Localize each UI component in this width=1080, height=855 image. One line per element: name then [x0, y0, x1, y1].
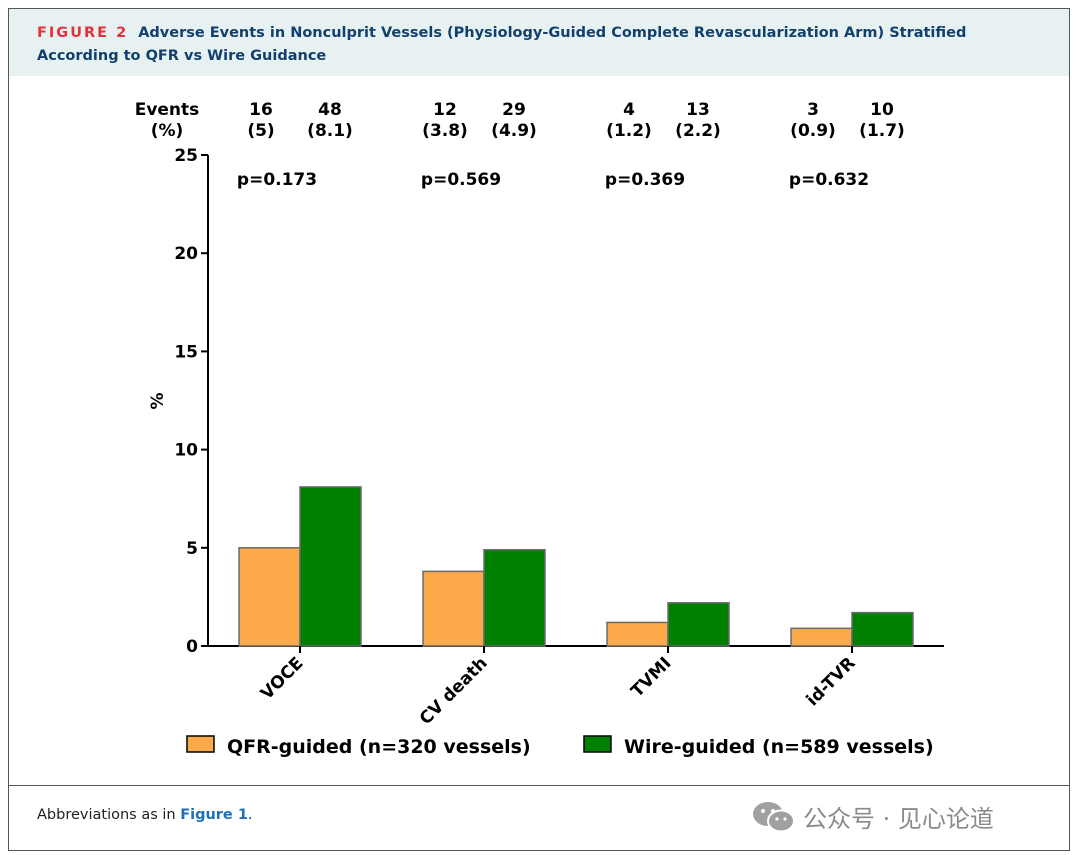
footnote-prefix: Abbreviations as in	[37, 807, 181, 823]
events-percent: (1.2)	[606, 121, 652, 141]
percent-header: (%)	[151, 121, 184, 141]
events-count: 10	[870, 100, 894, 120]
y-tick-label: 0	[186, 637, 198, 657]
events-count: 3	[807, 100, 819, 120]
p-value: p=0.569	[421, 170, 501, 190]
events-percent: (1.7)	[859, 121, 905, 141]
events-percent: (0.9)	[790, 121, 836, 141]
y-tick-label: 10	[174, 441, 198, 461]
bar-qfr	[606, 621, 669, 647]
bar-qfr	[790, 627, 853, 647]
events-count: 48	[318, 100, 342, 120]
x-tick-label: VOCE	[257, 653, 307, 703]
events-percent: (2.2)	[675, 121, 721, 141]
figure-footnote: Abbreviations as in Figure 1.	[37, 807, 253, 823]
y-axis-label: %	[148, 392, 168, 409]
watermark-text: 公众号 · 见心论道	[803, 805, 994, 833]
figure-frame: FIGURE 2 Adverse Events in Nonculprit Ves…	[8, 8, 1070, 851]
bar-chart: 0 5 10 15 20 25% VOCE 16(5) 48(8.1) p=0.173 CV dea…	[135, 100, 944, 758]
figure-title: FIGURE 2 Adverse Events in Nonculprit Ves…	[37, 22, 1047, 68]
p-value: p=0.369	[605, 170, 685, 190]
events-header: Events	[135, 100, 200, 120]
footnote-suffix: .	[247, 807, 253, 823]
events-percent: (4.9)	[491, 121, 537, 141]
events-count: 4	[623, 100, 635, 120]
p-value: p=0.632	[789, 170, 869, 190]
bar-wire	[667, 602, 730, 647]
y-tick-label: 20	[174, 244, 198, 264]
figure-1-link[interactable]: Figure 1	[180, 807, 248, 823]
events-percent: (5)	[247, 121, 274, 141]
legend-label-wire: Wire-guided (n=589 vessels)	[624, 736, 934, 758]
events-count: 13	[686, 100, 710, 120]
figure-title-text: Adverse Events in Nonculprit Vessels (Ph…	[37, 25, 967, 64]
x-tick-label: id-TVR	[803, 653, 860, 710]
y-tick-label: 25	[174, 146, 198, 166]
bar-wire	[299, 486, 362, 647]
events-count: 16	[249, 100, 273, 120]
events-percent: (3.8)	[422, 121, 468, 141]
events-percent: (8.1)	[307, 121, 353, 141]
legend-label-qfr: QFR-guided (n=320 vessels)	[227, 736, 531, 758]
legend-swatch-wire	[583, 735, 612, 753]
bar-qfr	[422, 570, 485, 647]
y-tick-label: 5	[186, 539, 198, 559]
bar-qfr	[238, 547, 301, 647]
footer-divider	[9, 785, 1069, 786]
figure-header: FIGURE 2 Adverse Events in Nonculprit Ves…	[9, 9, 1069, 76]
p-value: p=0.173	[237, 170, 317, 190]
figure-label: FIGURE 2	[37, 25, 129, 41]
bar-wire	[851, 611, 914, 647]
bar-wire	[483, 549, 546, 647]
wechat-icon	[753, 801, 795, 832]
legend-swatch-qfr	[186, 735, 215, 753]
watermark: 公众号 · 见心论道	[751, 799, 994, 834]
events-count: 12	[433, 100, 457, 120]
x-tick-label: CV death	[416, 653, 492, 729]
x-tick-label: TVMI	[627, 653, 675, 701]
events-count: 29	[502, 100, 526, 120]
y-tick-label: 15	[174, 342, 198, 362]
